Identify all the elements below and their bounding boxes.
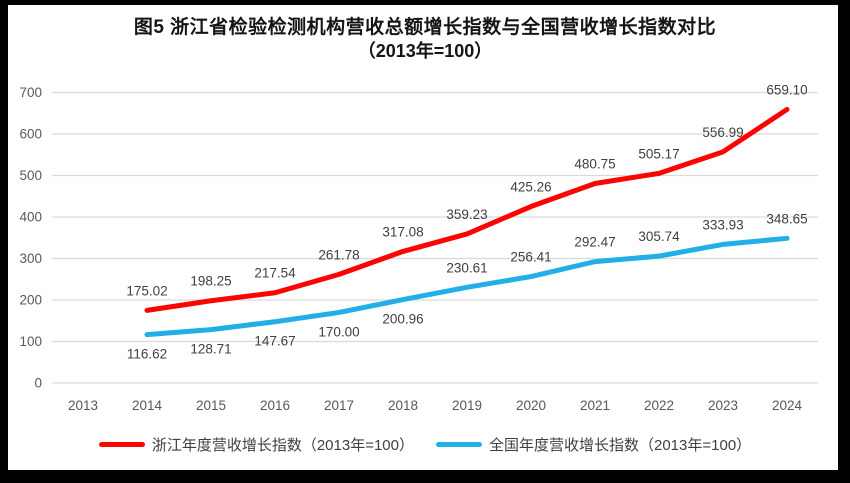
chart-title-block: 图5 浙江省检验检测机构营收总额增长指数与全国营收增长指数对比 （2013年=1… (0, 16, 850, 62)
x-axis-tick-label: 2017 (324, 398, 354, 413)
national-series-line (144, 235, 790, 338)
y-axis-tick-label: 100 (19, 334, 42, 349)
y-axis-tick-label: 300 (19, 251, 42, 266)
x-axis-tick-label: 2018 (388, 398, 418, 413)
legend-item: 浙江年度营收增长指数（2013年=100） (98, 434, 414, 455)
data-label: 128.71 (190, 342, 231, 357)
data-label: 200.96 (382, 312, 423, 327)
data-label: 659.10 (766, 82, 807, 97)
data-label: 425.26 (510, 180, 551, 195)
data-label: 348.65 (766, 211, 807, 226)
data-label: 333.93 (702, 217, 743, 232)
data-label: 556.99 (702, 125, 743, 140)
y-axis-tick-label: 700 (19, 85, 42, 100)
data-label: 147.67 (254, 334, 295, 349)
data-label: 256.41 (510, 250, 551, 265)
data-label: 175.02 (126, 283, 167, 298)
data-label: 116.62 (127, 347, 167, 362)
chart-subtitle: （2013年=100） (357, 41, 493, 61)
data-label: 480.75 (574, 156, 615, 171)
y-axis-tick-label: 0 (34, 376, 42, 391)
legend-item: 全国年度营收增长指数（2013年=100） (436, 434, 751, 455)
x-axis-tick-label: 2023 (708, 398, 738, 413)
x-axis-tick-label: 2020 (516, 398, 546, 413)
data-label: 230.61 (446, 260, 487, 275)
zhejiang-series-line (144, 106, 790, 313)
legend-label: 全国年度营收增长指数（2013年=100） (489, 437, 752, 454)
x-axis-tick-label: 2024 (772, 398, 803, 413)
legend-label: 浙江年度营收增长指数（2013年=100） (151, 437, 414, 454)
x-axis-tick-label: 2022 (644, 398, 674, 413)
data-label: 305.74 (638, 229, 680, 244)
data-label: 292.47 (574, 235, 615, 250)
data-label: 217.54 (254, 266, 296, 281)
chart-legend: 浙江年度营收增长指数（2013年=100） 全国年度营收增长指数（2013年=10… (0, 434, 850, 455)
chart-title: 图5 浙江省检验检测机构营收总额增长指数与全国营收增长指数对比 (133, 17, 717, 38)
data-label: 198.25 (190, 274, 231, 289)
chart-canvas (8, 5, 838, 470)
x-axis-tick-label: 2021 (580, 398, 610, 413)
y-axis-tick-label: 500 (19, 168, 42, 183)
legend-line-swatch (98, 442, 145, 447)
x-axis-tick-label: 2016 (260, 398, 290, 413)
x-axis-tick-label: 2015 (196, 398, 226, 413)
x-axis-tick-label: 2013 (68, 398, 98, 413)
y-axis-tick-label: 400 (19, 210, 42, 225)
y-axis-tick-label: 600 (19, 127, 42, 142)
x-axis-tick-label: 2019 (452, 398, 482, 413)
x-axis-tick-label: 2014 (132, 398, 163, 413)
y-axis-tick-label: 200 (19, 293, 42, 308)
data-label: 359.23 (446, 207, 487, 222)
legend-line-swatch (436, 442, 482, 447)
data-label: 261.78 (318, 247, 359, 262)
data-label: 317.08 (382, 224, 423, 239)
data-label: 170.00 (318, 324, 359, 339)
data-label: 505.17 (638, 146, 679, 161)
